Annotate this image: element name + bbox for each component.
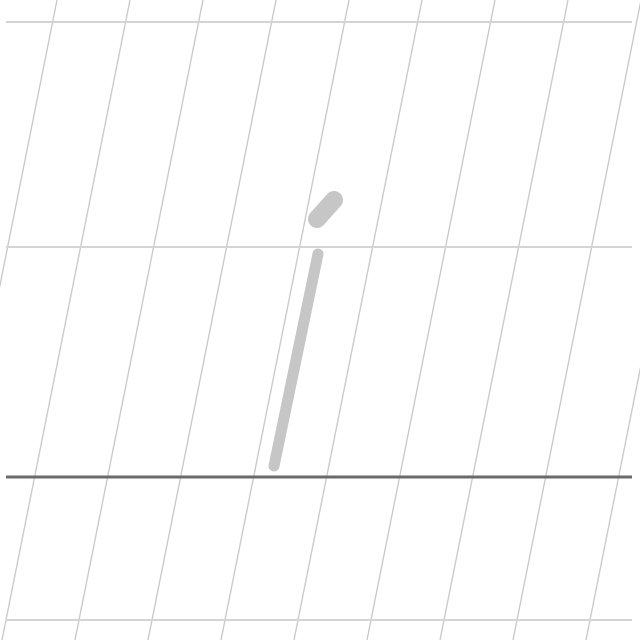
slant-guide-line [147,0,277,640]
slant-guide-line [0,0,58,289]
letter-i-dot-stroke [308,191,343,228]
letter-i-trace [268,191,343,472]
slant-guide-line [366,0,496,640]
slant-guide-line [439,0,569,640]
slant-guide-line [293,0,423,640]
slant-guide-line [1,0,131,640]
slant-guide-line [585,366,640,640]
slant-guide-line [74,0,204,640]
slant-guide-line [512,1,640,640]
letter-i-stem-stroke [268,248,324,472]
slant-guide-line [220,0,350,640]
